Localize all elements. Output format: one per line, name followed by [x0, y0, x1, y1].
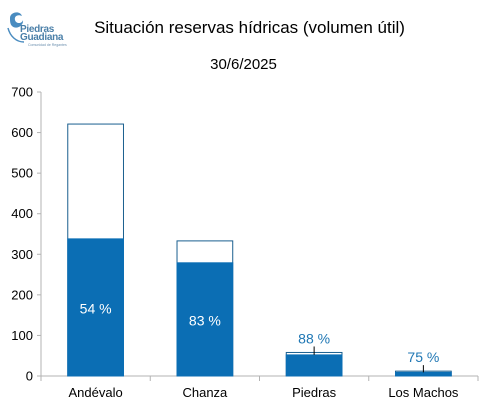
logo-drop-icon — [7, 12, 25, 43]
chart-bars — [67, 123, 452, 377]
chart-subtitle: 30/6/2025 — [210, 56, 277, 73]
data-label: 88 % — [298, 330, 330, 346]
bar-filled — [67, 238, 124, 377]
x-tick-label: Piedras — [292, 385, 337, 400]
chart-axes: 0 100 200 300 400 500 600 700 — [11, 85, 479, 384]
data-label: 83 % — [189, 312, 221, 328]
y-tick-label: 300 — [11, 247, 33, 262]
bar-filled — [285, 354, 343, 377]
logo-text-line2: Guadiana — [20, 32, 64, 43]
bar-filled — [176, 262, 234, 377]
data-label: 54 % — [80, 300, 112, 316]
logo-text-line1: Piedras — [20, 24, 55, 35]
x-tick-label: Chanza — [182, 385, 228, 400]
data-label: 75 % — [407, 349, 439, 365]
bar-filled — [395, 371, 452, 377]
chart-title: Situación reservas hídricas (volumen úti… — [94, 18, 405, 37]
x-tick-label: Los Machos — [388, 385, 459, 400]
y-tick-label: 0 — [26, 369, 33, 384]
y-tick-label: 600 — [11, 125, 33, 140]
logo-text-line3: Comunidad de Regantes — [28, 43, 67, 47]
y-tick-label: 700 — [11, 85, 33, 100]
y-tick-label: 400 — [11, 206, 33, 221]
logo: Piedras Guadiana Comunidad de Regantes — [6, 8, 76, 50]
y-tick-label: 200 — [11, 287, 33, 302]
y-tick-label: 500 — [11, 166, 33, 181]
chart-labels: Andévalo 54 % Chanza 83 % Piedras 88 % Los Mac… — [69, 300, 459, 400]
y-tick-label: 100 — [11, 328, 33, 343]
x-tick-label: Andévalo — [69, 385, 123, 400]
